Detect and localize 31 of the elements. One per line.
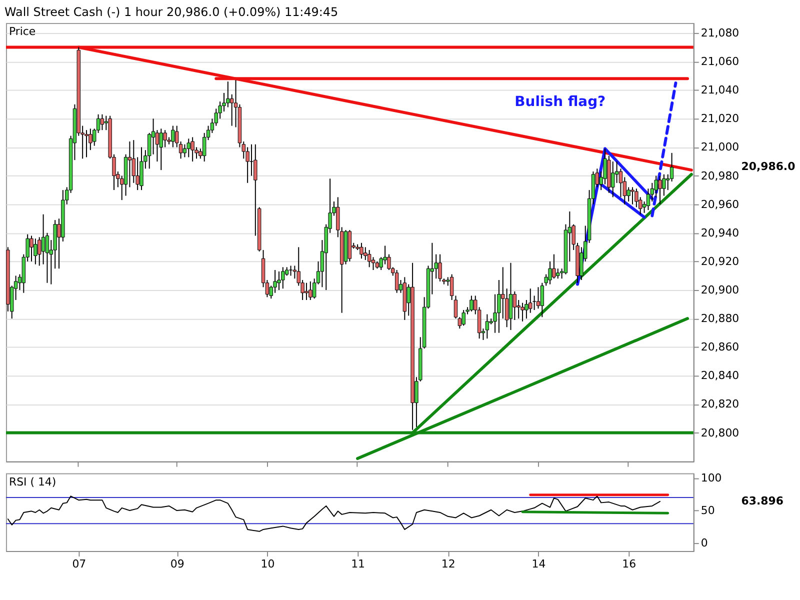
y-axis-title: RSI ( 14) xyxy=(8,475,56,488)
y-tick-label: 20,980 xyxy=(700,169,740,182)
annotation: Bulish flag? xyxy=(514,94,606,110)
y-tick-label: 21,080 xyxy=(700,26,740,40)
y-tick-label: 20,820 xyxy=(700,398,740,411)
y-tick-label: 20,900 xyxy=(700,283,740,296)
x-tick-label: 09 xyxy=(170,557,184,570)
x-tick-label: 12 xyxy=(441,557,456,570)
y-tick-label: 0 xyxy=(700,536,708,550)
chart-title: Wall Street Cash (-) 1 hour 20,986.0 (+0.09%) 11:49:45 xyxy=(4,5,338,20)
y-tick-label: 50 xyxy=(700,504,715,518)
x-tick-label: 07 xyxy=(72,557,86,570)
y-tick-label: 21,020 xyxy=(700,112,740,126)
y-tick-label: 20,800 xyxy=(700,426,740,440)
y-tick-label: 20,880 xyxy=(700,312,740,326)
y-tick-label: 21,060 xyxy=(700,55,740,68)
x-tick-label: 10 xyxy=(260,557,275,570)
y-tick-label: 21,000 xyxy=(700,140,740,154)
x-tick-label: 16 xyxy=(622,557,636,570)
y-tick-label: 20,920 xyxy=(700,254,740,268)
x-tick-label: 11 xyxy=(351,557,366,570)
y-axis-title: Price xyxy=(8,24,36,38)
text: 63.896 xyxy=(741,494,784,508)
y-tick-label: 20,960 xyxy=(700,198,740,211)
y-tick-label: 20,860 xyxy=(700,340,740,354)
y-tick-label: 20,940 xyxy=(700,226,740,240)
x-tick-label: 14 xyxy=(532,557,546,570)
y-tick-label: 21,040 xyxy=(700,84,740,97)
text: 20,986.0 xyxy=(741,160,796,174)
y-tick-label: 100 xyxy=(700,471,722,484)
y-tick-label: 20,840 xyxy=(700,369,740,382)
